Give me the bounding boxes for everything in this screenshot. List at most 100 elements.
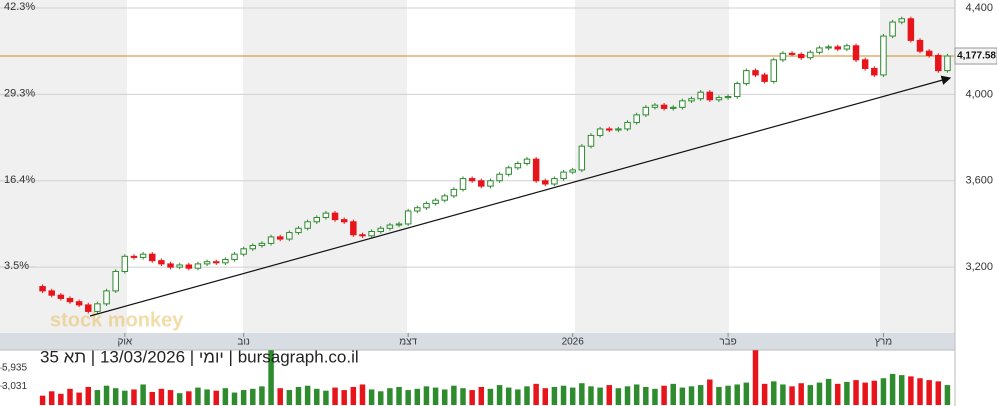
volume-bar xyxy=(378,391,384,405)
candle-body xyxy=(523,158,531,164)
candle-body xyxy=(149,253,156,262)
volume-bar xyxy=(231,392,238,405)
trend-line xyxy=(89,75,952,317)
volume-bar xyxy=(898,375,905,405)
candle-body xyxy=(222,259,229,264)
x-tick-label: נוב xyxy=(237,337,250,348)
candle-body xyxy=(139,253,147,258)
volume-bar xyxy=(844,381,850,405)
candle-body xyxy=(359,234,366,237)
volume-bar xyxy=(432,387,439,405)
candle-body xyxy=(807,51,814,59)
candle-body xyxy=(560,171,567,180)
candle-body xyxy=(551,178,558,185)
candle-body xyxy=(414,207,421,212)
volume-bar xyxy=(295,386,302,405)
candle-body xyxy=(697,91,704,100)
candle-body xyxy=(203,261,211,265)
volume-bar xyxy=(314,388,320,405)
candle-body xyxy=(606,128,613,131)
volume-bar xyxy=(396,386,402,405)
volume-bar xyxy=(195,387,201,405)
candle-body xyxy=(715,97,723,101)
volume-bar xyxy=(58,393,64,405)
candle-body xyxy=(276,236,284,240)
volume-bar xyxy=(853,380,859,405)
volume-bar xyxy=(368,389,375,405)
volume-bar xyxy=(122,390,128,405)
volume-bar xyxy=(222,388,229,405)
candle-body xyxy=(871,67,878,76)
candle-body xyxy=(724,96,732,99)
volume-bar xyxy=(816,382,823,405)
candle-body xyxy=(843,45,851,50)
volume-bar xyxy=(469,390,475,405)
candle-body xyxy=(761,74,768,82)
y-tick-label: 4,400 xyxy=(965,2,993,14)
volume-bar xyxy=(176,393,183,405)
volume-bar xyxy=(140,384,146,405)
price-label-box xyxy=(954,47,997,65)
price-label: 4,177.58 xyxy=(957,51,996,62)
candle-body xyxy=(468,178,476,182)
volume-bar xyxy=(579,383,585,405)
candle-body xyxy=(916,39,924,52)
candle-body xyxy=(57,294,65,299)
volume-bar xyxy=(569,387,576,405)
candle-body xyxy=(112,270,119,292)
volume-bar xyxy=(771,381,777,405)
volume-bar xyxy=(935,381,942,405)
candle-body xyxy=(797,53,805,59)
volume-bar xyxy=(103,385,110,405)
volume-bar xyxy=(414,388,421,405)
candle-body xyxy=(185,264,193,269)
volume-bar xyxy=(798,383,804,405)
volume-bar xyxy=(67,388,73,405)
candle-body xyxy=(249,245,257,250)
volume-bar xyxy=(286,390,293,405)
candle-body xyxy=(861,59,869,69)
x-tick-label: מרץ xyxy=(875,337,892,348)
volume-bar xyxy=(716,386,722,405)
volume-bar xyxy=(268,350,274,405)
candle-body xyxy=(514,162,522,169)
volume-bar xyxy=(505,387,512,405)
volume-bar xyxy=(186,391,192,405)
candle-body xyxy=(158,260,165,265)
volume-bar xyxy=(780,384,786,405)
volume-bar xyxy=(423,386,430,405)
candle-body xyxy=(386,224,394,229)
y2-tick-label: 29.3% xyxy=(4,88,35,100)
volume-bar xyxy=(478,386,485,405)
volume-bar xyxy=(131,389,137,405)
candle-body xyxy=(258,242,266,247)
volume-bar xyxy=(323,390,329,405)
volume-bar xyxy=(277,388,283,405)
volume-bar xyxy=(752,350,759,405)
candle-body xyxy=(459,178,467,190)
candle-body xyxy=(167,263,174,268)
candle-body xyxy=(340,219,348,223)
volume-bar xyxy=(615,388,622,405)
y2-tick-label: 42.3% xyxy=(4,1,35,13)
candle-body xyxy=(770,59,778,82)
candle-body xyxy=(633,114,640,123)
watermark: stock monkey xyxy=(50,309,184,331)
candle-body xyxy=(669,106,677,109)
candle-body xyxy=(569,169,576,173)
candle-body xyxy=(450,188,458,197)
volume-bar xyxy=(48,391,55,405)
candle-body xyxy=(752,70,759,76)
x-tick-label: 2026 xyxy=(562,337,585,348)
candle-body xyxy=(816,47,823,53)
candle-body xyxy=(532,158,540,182)
volume-bar xyxy=(588,386,594,405)
volume-bar xyxy=(597,387,603,405)
volume-bar xyxy=(761,383,768,405)
volume-tick-label: 3,031 xyxy=(2,381,27,392)
candle-body xyxy=(788,52,796,55)
volume-bar xyxy=(524,386,530,405)
candle-body xyxy=(487,180,494,187)
volume-bar xyxy=(624,386,631,405)
volume-bar xyxy=(825,378,832,405)
